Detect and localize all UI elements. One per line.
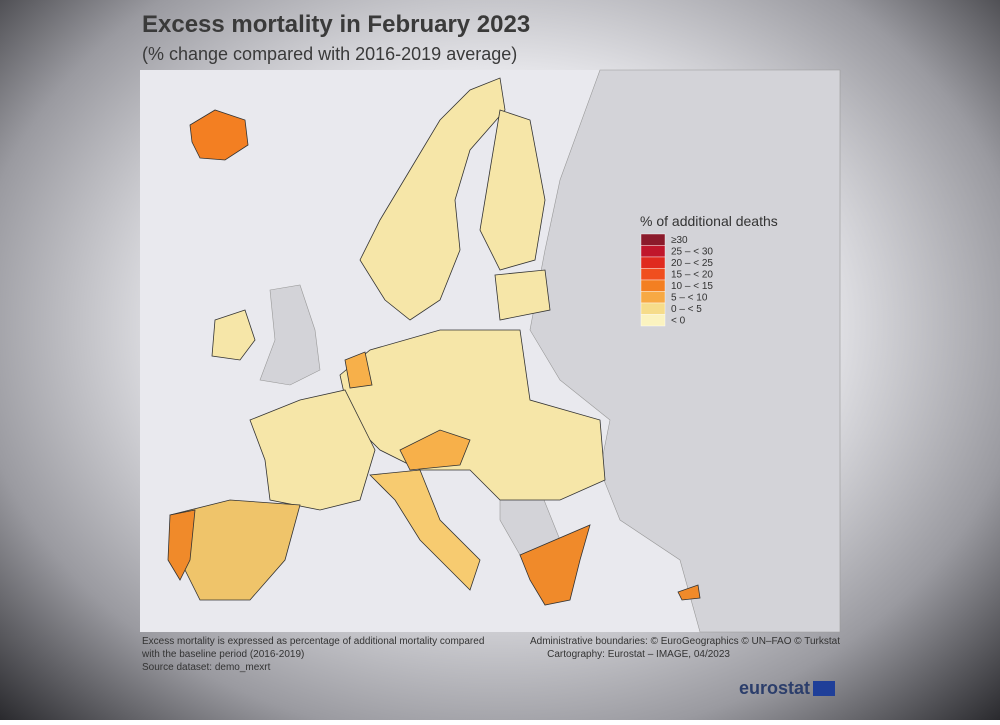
title: Excess mortality in February 2023 — [142, 11, 530, 38]
legend-swatch — [640, 256, 666, 269]
subtitle: (% change compared with 2016-2019 averag… — [142, 44, 517, 64]
note-line: Excess mortality is expressed as percent… — [142, 636, 484, 647]
austria — [399, 429, 471, 471]
legend-label: 10 – < 15 — [671, 281, 713, 292]
france — [249, 389, 376, 511]
credit-line: Cartography: Eurostat – IMAGE, 04/2023 — [547, 649, 730, 660]
legend-swatch — [640, 245, 666, 258]
ireland — [211, 309, 256, 361]
scandinavia — [359, 77, 506, 321]
legend-label: 20 – < 25 — [671, 258, 713, 269]
legend-label: 5 – < 10 — [671, 293, 708, 304]
legend-label: 0 – < 5 — [671, 304, 702, 315]
cyprus — [677, 584, 701, 601]
legend-swatch — [640, 302, 666, 315]
legend-swatch — [640, 268, 666, 281]
iceland — [189, 109, 249, 161]
legend-label: 25 – < 30 — [671, 247, 713, 258]
iberia — [169, 499, 301, 601]
eu-flag — [813, 681, 835, 696]
credit-line: Administrative boundaries: © EuroGeograp… — [530, 636, 840, 647]
legend-title: % of additional deaths — [640, 213, 778, 229]
portugal — [167, 509, 196, 581]
legend-label: 15 – < 20 — [671, 270, 713, 281]
legend-label: ≥30 — [671, 235, 688, 246]
map-regions — [167, 77, 701, 606]
legend-swatch — [640, 291, 666, 304]
legend-swatch — [640, 233, 666, 246]
greece — [519, 524, 591, 606]
italy — [369, 469, 481, 591]
legend-swatch — [640, 314, 666, 327]
legend-swatch — [640, 279, 666, 292]
logo: eurostat — [739, 678, 810, 698]
note-line: with the baseline period (2016-2019) — [141, 649, 304, 660]
baltics — [494, 269, 551, 321]
netherlands — [344, 351, 373, 389]
legend-label: < 0 — [671, 316, 686, 327]
note-line: Source dataset: demo_mexrt — [142, 662, 271, 673]
finland — [479, 109, 546, 271]
